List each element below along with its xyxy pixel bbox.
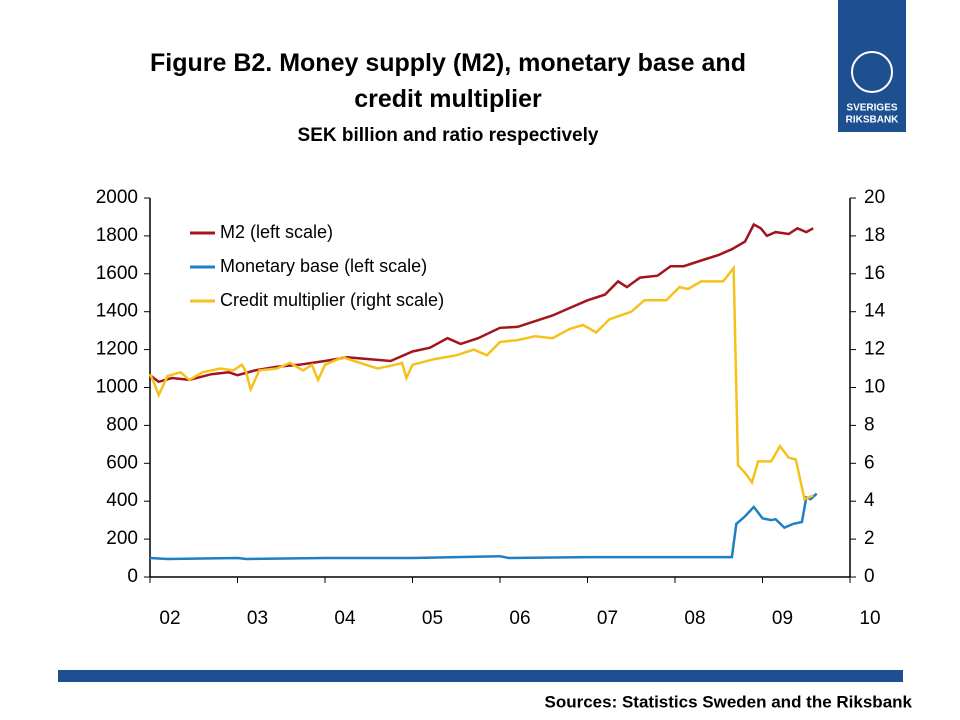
y-tick-label: 1800 bbox=[96, 225, 138, 246]
y2-tick-label: 16 bbox=[864, 263, 885, 284]
source: Sources: Statistics Sweden and the Riksb… bbox=[544, 692, 912, 711]
y-tick-label: 1600 bbox=[96, 263, 138, 284]
x-tick-label: 02 bbox=[159, 608, 180, 629]
chart-subtitle: SEK billion and ratio respectively bbox=[298, 125, 599, 146]
chart-title: Figure B2. Money supply (M2), monetary b… bbox=[150, 49, 746, 113]
y2-tick-label: 20 bbox=[864, 187, 885, 208]
x-tick-label: 05 bbox=[422, 608, 443, 629]
x-tick-label: 07 bbox=[597, 608, 618, 629]
y2-tick-label: 0 bbox=[864, 566, 875, 587]
y-tick-label: 2000 bbox=[96, 187, 138, 208]
y2-tick-label: 2 bbox=[864, 528, 875, 549]
logo-text: SVERIGES bbox=[846, 103, 897, 114]
y-tick-label: 200 bbox=[106, 528, 138, 549]
series-line bbox=[148, 264, 814, 502]
y2-tick-label: 14 bbox=[864, 301, 886, 322]
y2-tick-label: 10 bbox=[864, 377, 885, 398]
x-tick-label: 09 bbox=[772, 608, 793, 629]
y2-tick-label: 12 bbox=[864, 339, 885, 360]
y-tick-label: 0 bbox=[127, 566, 138, 587]
x-tick-label: 06 bbox=[509, 608, 530, 629]
y-tick-label: 1200 bbox=[96, 339, 138, 360]
y-tick-label: 800 bbox=[106, 414, 138, 435]
y-tick-label: 1000 bbox=[96, 377, 138, 398]
title-line: Figure B2. Money supply (M2), monetary b… bbox=[150, 49, 746, 77]
logo-text: RIKSBANK bbox=[846, 115, 900, 126]
x-tick-label: 08 bbox=[684, 608, 705, 629]
y-tick-label: 600 bbox=[106, 452, 138, 473]
y-tick-label: 1400 bbox=[96, 301, 138, 322]
footer-band bbox=[58, 670, 903, 682]
logo-emblem bbox=[851, 51, 893, 93]
y2-tick-label: 8 bbox=[864, 414, 875, 435]
y2-tick-label: 4 bbox=[864, 490, 875, 511]
logo bbox=[838, 0, 906, 132]
y2-tick-label: 18 bbox=[864, 225, 885, 246]
legend-box bbox=[165, 212, 510, 312]
legend-label: Credit multiplier (right scale) bbox=[220, 290, 444, 310]
x-tick-label: 04 bbox=[334, 608, 356, 629]
series-line bbox=[149, 492, 818, 561]
x-tick-label: 03 bbox=[247, 608, 268, 629]
title-line: credit multiplier bbox=[354, 85, 542, 113]
legend-label: M2 (left scale) bbox=[220, 222, 333, 242]
y-tick-label: 400 bbox=[106, 490, 138, 511]
x-tick-label: 10 bbox=[859, 608, 880, 629]
y2-tick-label: 6 bbox=[864, 452, 875, 473]
legend-label: Monetary base (left scale) bbox=[220, 256, 427, 276]
